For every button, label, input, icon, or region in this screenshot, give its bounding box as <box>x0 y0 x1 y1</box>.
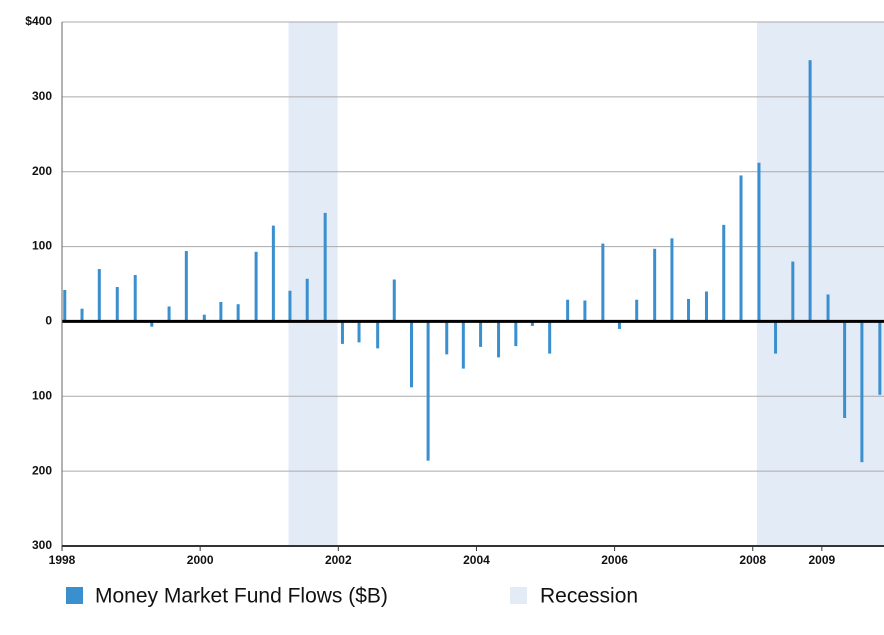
bar <box>878 321 882 395</box>
legend-swatch <box>510 587 527 604</box>
bar <box>635 299 639 322</box>
bar <box>340 321 344 344</box>
legend-label: Recession <box>540 585 638 608</box>
bar <box>653 248 657 322</box>
bar <box>426 321 430 461</box>
y-tick-label: 300 <box>32 89 52 103</box>
bar <box>392 279 396 322</box>
bar <box>305 278 309 322</box>
bar <box>808 60 812 322</box>
bar <box>722 224 726 322</box>
bar <box>133 275 137 322</box>
bar <box>323 212 327 322</box>
bar <box>80 308 84 322</box>
bar <box>410 321 414 388</box>
bar <box>63 289 67 322</box>
bar <box>184 251 188 322</box>
bar <box>704 291 708 322</box>
y-tick-label: $400 <box>25 14 52 28</box>
bar <box>617 321 621 329</box>
y-tick-label: 100 <box>32 239 52 253</box>
y-tick-label: 0 <box>45 314 52 328</box>
bar <box>687 298 691 322</box>
y-tick-label: 100 <box>32 388 52 402</box>
legend-swatch <box>66 587 83 604</box>
bar <box>739 175 743 322</box>
bar <box>497 321 501 358</box>
x-tick-label: 2006 <box>601 553 628 567</box>
bar <box>843 321 847 418</box>
bar <box>860 321 864 463</box>
bar <box>236 304 240 322</box>
bar <box>97 269 101 322</box>
bar <box>202 314 206 322</box>
bar <box>791 261 795 322</box>
bar <box>479 321 483 347</box>
x-tick-label: 2008 <box>739 553 766 567</box>
x-tick-label: 2000 <box>187 553 214 567</box>
bar <box>583 300 587 322</box>
x-tick-label: 2009 <box>808 553 835 567</box>
bar <box>530 321 534 326</box>
bar <box>254 251 258 322</box>
recession-band <box>756 22 884 546</box>
y-tick-label: 300 <box>32 538 52 552</box>
bar <box>566 299 570 322</box>
bar <box>514 321 518 347</box>
bar <box>288 290 292 322</box>
bar <box>376 321 380 349</box>
bar <box>757 162 761 322</box>
bar <box>461 321 465 369</box>
bar <box>115 286 119 322</box>
y-tick-label: 200 <box>32 463 52 477</box>
bar <box>445 321 449 355</box>
x-tick-label: 1998 <box>49 553 76 567</box>
x-tick-label: 2004 <box>463 553 490 567</box>
recession-band <box>288 22 338 546</box>
bar <box>601 243 605 322</box>
bar <box>826 294 830 322</box>
bar <box>774 321 778 354</box>
bar <box>219 301 223 322</box>
y-tick-label: 200 <box>32 164 52 178</box>
legend-label: Money Market Fund Flows ($B) <box>95 585 388 608</box>
bar <box>150 321 154 327</box>
bar <box>548 321 552 354</box>
bar <box>357 321 361 343</box>
bar <box>271 225 275 322</box>
bar <box>167 306 171 322</box>
x-tick-label: 2002 <box>325 553 352 567</box>
bar <box>670 238 674 322</box>
